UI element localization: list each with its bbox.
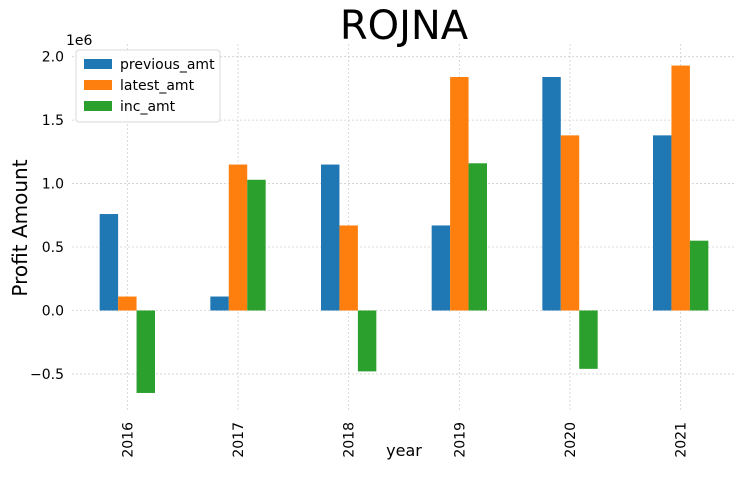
- y-tick-label: 0.5: [42, 240, 64, 256]
- y-tick-label: −0.5: [30, 367, 64, 383]
- bar-inc-amt-2020: [579, 310, 598, 369]
- bar-previous-amt-2019: [431, 225, 451, 311]
- y-tick-label: 1.5: [42, 113, 64, 129]
- legend-label-previous-amt: previous_amt: [120, 57, 215, 73]
- y-tick-label: 1.0: [42, 177, 64, 193]
- chart-title: ROJNA: [340, 3, 469, 49]
- bar-latest-amt-2016: [118, 296, 137, 311]
- x-tick-labels: 2016 2017 2018 2019 2020 2021: [120, 422, 689, 458]
- bar-previous-amt-2020: [542, 76, 561, 311]
- legend-label-latest-amt: latest_amt: [120, 78, 195, 94]
- legend-swatch-inc-amt: [84, 101, 112, 111]
- x-tick-label: 2020: [563, 422, 579, 458]
- legend-swatch-previous-amt: [84, 59, 112, 69]
- bar-inc-amt-2019: [468, 163, 487, 311]
- bar-previous-amt-2021: [653, 135, 672, 311]
- x-tick-label: 2021: [674, 422, 690, 458]
- legend-label-inc-amt: inc_amt: [120, 99, 176, 115]
- legend-swatch-latest-amt: [84, 80, 112, 90]
- bar-inc-amt-2021: [689, 240, 709, 311]
- legend: previous_amt latest_amt inc_amt: [75, 49, 221, 123]
- y-axis-multiplier: 1e6: [66, 33, 93, 49]
- x-tick-label: 2018: [342, 422, 358, 458]
- y-tick-labels: −0.5 0.0 0.5 1.0 1.5 2.0: [30, 50, 64, 383]
- bar-inc-amt-2016: [136, 310, 155, 393]
- x-axis-label: year: [386, 441, 422, 460]
- bar-latest-amt-2017: [228, 164, 248, 311]
- x-tick-label: 2017: [231, 422, 247, 458]
- bar-latest-amt-2021: [671, 65, 690, 311]
- bar-latest-amt-2020: [560, 135, 580, 311]
- x-tick-label: 2016: [120, 422, 136, 458]
- bar-latest-amt-2019: [450, 76, 469, 311]
- bar-latest-amt-2018: [339, 225, 358, 311]
- bar-previous-amt-2017: [210, 296, 229, 311]
- bar-previous-amt-2016: [99, 214, 119, 311]
- bar-inc-amt-2018: [357, 310, 377, 372]
- bar-previous-amt-2018: [321, 164, 340, 311]
- y-tick-label: 0.0: [42, 303, 64, 319]
- y-tick-label: 2.0: [42, 50, 64, 66]
- bars: [99, 65, 709, 393]
- x-tick-label: 2019: [452, 422, 468, 458]
- bar-inc-amt-2017: [247, 179, 266, 311]
- y-axis-label: Profit Amount: [8, 159, 32, 296]
